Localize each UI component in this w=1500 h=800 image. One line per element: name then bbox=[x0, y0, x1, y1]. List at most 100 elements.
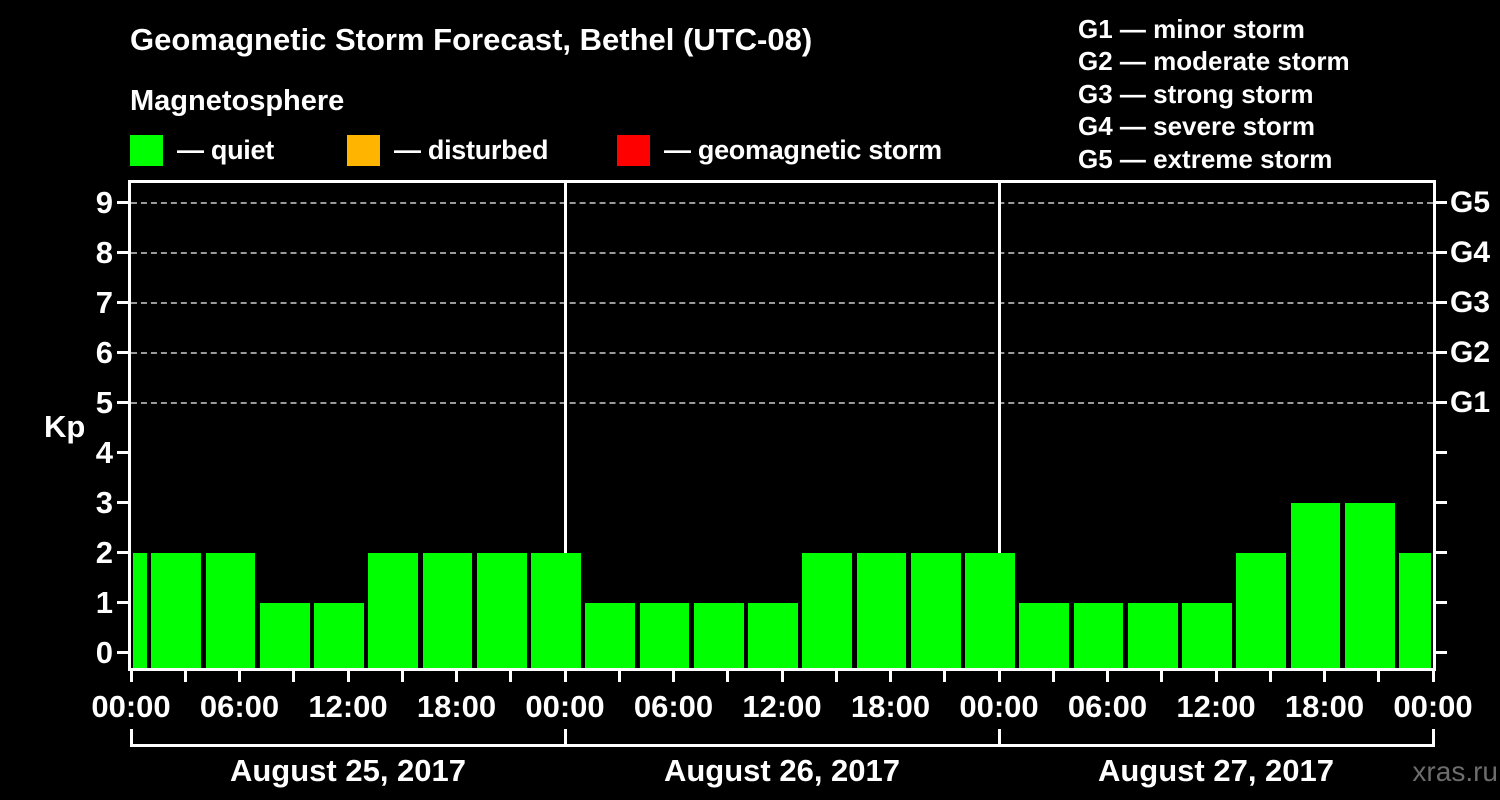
y-tick-left bbox=[117, 501, 128, 505]
g-legend-item: G3 — strong storm bbox=[1078, 78, 1314, 109]
legend-swatch-storm bbox=[617, 135, 650, 166]
x-tick bbox=[997, 671, 1001, 682]
y-tick-right bbox=[1436, 451, 1447, 455]
x-tick bbox=[1377, 671, 1381, 682]
legend-item-storm: — geomagnetic storm bbox=[617, 134, 942, 167]
y-tick-left bbox=[117, 301, 128, 305]
legend-swatch-quiet bbox=[130, 135, 163, 166]
plot-frame bbox=[128, 180, 1436, 671]
kp-bar bbox=[1344, 502, 1395, 668]
g-legend-item: G4 — severe storm bbox=[1078, 111, 1316, 142]
x-tick-label: 12:00 bbox=[308, 689, 388, 724]
kp-bar bbox=[1182, 602, 1232, 668]
g-scale-label: G1 bbox=[1450, 386, 1491, 420]
x-tick bbox=[346, 671, 350, 682]
x-tick bbox=[1214, 671, 1218, 682]
kp-bar bbox=[856, 552, 907, 668]
kp-bar bbox=[1073, 602, 1124, 668]
y-tick-right bbox=[1436, 301, 1447, 305]
x-tick bbox=[238, 671, 241, 682]
x-tick-label: 18:00 bbox=[1284, 689, 1365, 724]
x-tick bbox=[129, 671, 133, 682]
x-tick-label: 06:00 bbox=[1067, 689, 1148, 724]
y-tick-label: 3 bbox=[95, 485, 113, 521]
legend-label: — disturbed bbox=[394, 135, 549, 165]
x-tick-label: 06:00 bbox=[633, 689, 714, 724]
x-tick-label: 12:00 bbox=[1176, 689, 1256, 724]
g-scale-label: G4 bbox=[1450, 236, 1491, 270]
status-legend: — quiet — disturbed — geomagnetic storm bbox=[0, 134, 1500, 167]
date-label: August 26, 2017 bbox=[663, 753, 901, 788]
y-tick-label: 4 bbox=[95, 435, 113, 471]
kp-bar bbox=[314, 602, 364, 668]
x-tick bbox=[1106, 671, 1109, 682]
y-tick-right bbox=[1436, 651, 1447, 655]
x-tick bbox=[455, 671, 458, 682]
x-tick-label: 00:00 bbox=[525, 689, 605, 724]
x-tick bbox=[889, 671, 892, 682]
g-scale-label: G5 bbox=[1450, 186, 1491, 220]
gridline-kp-6 bbox=[131, 351, 1433, 354]
g-scale-label: G3 bbox=[1450, 286, 1491, 320]
legend-label: — quiet bbox=[177, 135, 274, 165]
x-tick bbox=[1323, 671, 1326, 682]
watermark: xras.ru bbox=[1412, 756, 1498, 787]
day-separator bbox=[997, 183, 1001, 668]
y-tick-right bbox=[1436, 351, 1447, 355]
day-separator bbox=[563, 183, 567, 668]
x-tick bbox=[509, 671, 513, 682]
gridline-kp-7 bbox=[131, 301, 1433, 304]
y-axis-title: Kp bbox=[44, 409, 86, 444]
kp-bar bbox=[1399, 552, 1431, 668]
x-tick-label: 00:00 bbox=[1393, 689, 1473, 724]
kp-bar bbox=[476, 552, 527, 668]
gridline-kp-9 bbox=[131, 201, 1433, 204]
x-tick bbox=[726, 671, 730, 682]
x-tick-label: 06:00 bbox=[199, 689, 280, 724]
y-tick-right bbox=[1436, 401, 1447, 405]
x-tick bbox=[292, 671, 296, 682]
y-tick-label: 0 bbox=[95, 635, 113, 671]
x-tick bbox=[1160, 671, 1164, 682]
gridline-kp-8 bbox=[131, 251, 1433, 254]
y-tick-left bbox=[117, 351, 128, 355]
y-tick-right bbox=[1436, 601, 1447, 605]
kp-bar bbox=[802, 552, 853, 668]
chart-subtitle: Magnetosphere bbox=[130, 85, 345, 117]
y-tick-left bbox=[117, 551, 128, 555]
x-tick bbox=[617, 671, 621, 682]
x-tick bbox=[1268, 671, 1272, 682]
kp-bar bbox=[1127, 602, 1178, 668]
y-tick-label: 7 bbox=[95, 285, 113, 321]
y-tick-label: 5 bbox=[95, 385, 113, 421]
y-tick-left bbox=[117, 251, 128, 255]
x-tick bbox=[943, 671, 947, 682]
kp-bar bbox=[422, 552, 473, 668]
kp-bar bbox=[1019, 602, 1070, 668]
kp-bar bbox=[1236, 552, 1287, 668]
y-tick-left bbox=[117, 201, 128, 205]
gridline-kp-5 bbox=[131, 401, 1433, 404]
kp-bar bbox=[133, 552, 147, 668]
bracket-riser bbox=[997, 729, 1001, 747]
y-tick-left bbox=[117, 401, 128, 405]
date-bracket bbox=[131, 744, 1435, 747]
date-label: August 27, 2017 bbox=[1097, 753, 1335, 788]
kp-bar bbox=[531, 552, 581, 668]
y-tick-right bbox=[1436, 201, 1447, 205]
kp-bar bbox=[151, 552, 202, 668]
x-tick bbox=[834, 671, 838, 682]
g-scale-legend: G1 — minor storm G2 — moderate storm G3 — … bbox=[1078, 13, 1350, 175]
kp-bar bbox=[585, 602, 636, 668]
x-tick bbox=[780, 671, 784, 682]
y-tick-label: 2 bbox=[95, 535, 113, 571]
legend-swatch-disturbed bbox=[347, 135, 380, 166]
bracket-riser bbox=[1431, 729, 1435, 747]
x-tick bbox=[400, 671, 404, 682]
plot-area bbox=[131, 183, 1433, 668]
x-tick bbox=[672, 671, 675, 682]
kp-bar bbox=[368, 552, 419, 668]
x-tick bbox=[1051, 671, 1055, 682]
x-tick-label: 00:00 bbox=[91, 689, 171, 724]
